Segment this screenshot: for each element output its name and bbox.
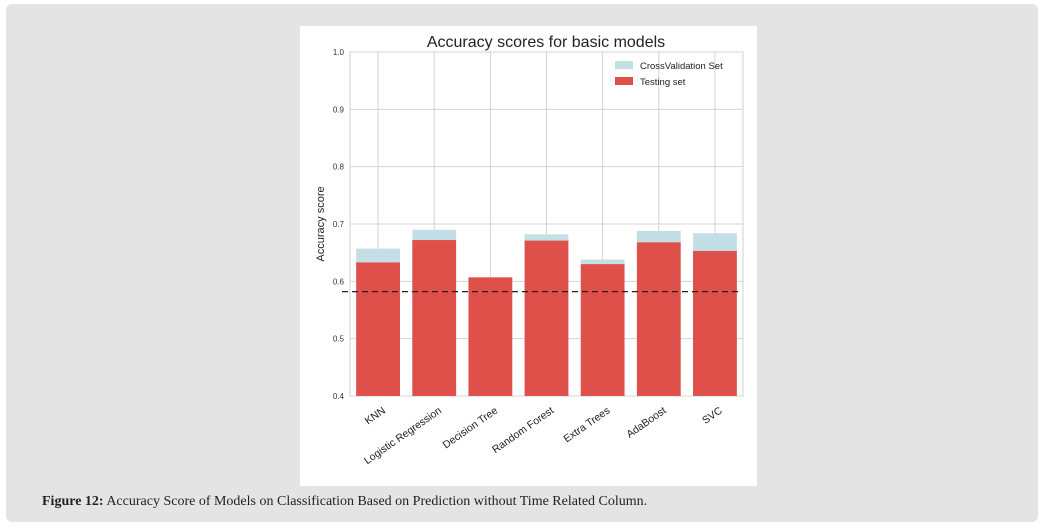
legend-label-testing: Testing set: [640, 77, 686, 88]
y-tick-label: 0.8: [333, 163, 345, 172]
bar-testing-set-logistic-regression: [412, 240, 457, 396]
y-tick-label: 0.5: [333, 335, 345, 344]
x-tick-label-adaboost: AdaBoost: [624, 405, 668, 441]
bar-testing-set-svc: [693, 250, 737, 396]
legend: CrossValidation Set Testing set: [615, 61, 723, 88]
y-axis-label: Accuracy score: [315, 186, 327, 261]
bar-testing-set-adaboost: [636, 242, 681, 396]
bar-testing-set-decision-tree: [468, 277, 513, 396]
bar-testing-set-extra-trees: [580, 264, 625, 396]
figure-frame: 0.4 0.5 0.6 0.7 0.8 0.9 1.0 KNN Logistic Regres…: [6, 4, 1038, 522]
bar-testing-set-knn: [356, 262, 400, 396]
y-tick-label: 0.4: [333, 392, 345, 401]
legend-swatch-cross-validation: [615, 61, 633, 69]
legend-swatch-testing: [615, 77, 633, 85]
testing-bars: [356, 240, 737, 396]
legend-label-cross-validation: CrossValidation Set: [640, 61, 723, 72]
bar-testing-set-random-forest: [524, 240, 569, 396]
figure-caption-text: Accuracy Score of Models on Classificati…: [106, 494, 648, 509]
y-tick-label: 0.7: [333, 220, 345, 229]
chart-panel: 0.4 0.5 0.6 0.7 0.8 0.9 1.0 KNN Logistic Regres…: [300, 26, 757, 486]
y-tick-labels: 0.4 0.5 0.6 0.7 0.8 0.9 1.0: [333, 48, 345, 401]
chart-title: Accuracy scores for basic models: [427, 34, 665, 51]
figure-caption-label: Figure 12:: [42, 494, 104, 509]
figure-caption: Figure 12: Accuracy Score of Models on C…: [42, 494, 647, 510]
x-tick-label-extra-trees: Extra Trees: [562, 405, 613, 446]
x-tick-label-svc: SVC: [700, 404, 725, 426]
y-tick-label: 0.9: [333, 105, 345, 114]
y-tick-label: 1.0: [333, 48, 345, 57]
x-tick-label-knn: KNN: [363, 405, 388, 428]
x-tick-label-random-forest: Random Forest: [490, 405, 556, 456]
y-tick-label: 0.6: [333, 277, 345, 286]
